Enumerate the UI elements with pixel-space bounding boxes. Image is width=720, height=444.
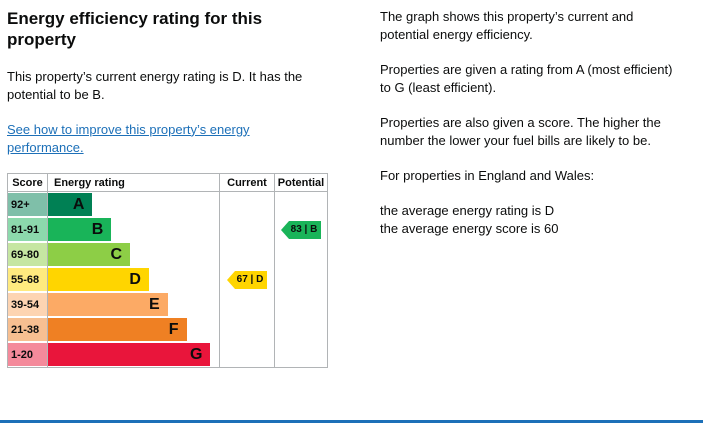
current-cell <box>220 342 275 368</box>
potential-cell <box>275 192 327 217</box>
current-marker-arrow-icon <box>226 270 235 289</box>
band-letter: E <box>149 295 160 313</box>
left-column: Energy efficiency rating for this proper… <box>7 8 337 369</box>
band-bar-cell: C <box>48 242 220 268</box>
band-bar-f: F <box>48 318 187 342</box>
potential-cell: 83 | B <box>275 217 327 242</box>
potential-marker-arrow-icon <box>280 220 289 239</box>
band-letter: D <box>129 270 141 288</box>
england-wales-intro: For properties in England and Wales: <box>380 167 595 183</box>
improve-performance-link[interactable]: See how to improve this property’s energ… <box>7 121 250 156</box>
band-bar-c: C <box>48 243 131 267</box>
header-potential: Potential <box>277 176 325 189</box>
band-bar-e: E <box>48 293 168 317</box>
band-bar-d: D <box>48 268 149 292</box>
band-score-cell: 55-68 <box>8 267 48 293</box>
header-score: Score <box>8 174 48 192</box>
band-score-cell: 21-38 <box>8 317 48 343</box>
potential-cell <box>275 317 327 342</box>
band-score-label: 92+ <box>8 193 47 217</box>
epc-chart: Score Energy rating Current Potential 92… <box>7 173 328 369</box>
epc-band-row-f: 21-38 F <box>8 317 327 343</box>
band-bar-cell: D <box>48 267 220 293</box>
band-score-label: 21-38 <box>8 318 47 342</box>
band-bar-g: G <box>48 343 211 367</box>
potential-marker: 83 | B <box>280 220 322 239</box>
band-letter: G <box>189 345 203 363</box>
band-bar-cell: E <box>48 292 220 318</box>
band-score-label: 81-91 <box>8 218 47 242</box>
band-score-label: 55-68 <box>8 268 47 292</box>
current-cell <box>220 217 275 243</box>
band-score-label: 39-54 <box>8 293 47 317</box>
rating-summary-text: This property’s current energy rating is… <box>7 68 303 102</box>
current-cell <box>220 292 275 318</box>
band-score-cell: 39-54 <box>8 292 48 318</box>
band-bar-cell: A <box>48 192 220 218</box>
current-cell <box>220 192 275 218</box>
epc-band-row-b: 81-91 B 83 | B <box>8 217 327 243</box>
epc-band-row-g: 1-20 G <box>8 342 327 368</box>
band-letter: C <box>110 245 123 263</box>
band-score-cell: 1-20 <box>8 342 48 368</box>
epc-band-row-e: 39-54 E <box>8 292 327 318</box>
epc-band-row-d: 55-68 D 67 | D <box>8 267 327 293</box>
band-score-label: 69-80 <box>8 243 47 267</box>
potential-cell <box>275 342 327 367</box>
current-cell <box>220 242 275 268</box>
band-letter: B <box>91 220 104 238</box>
potential-cell <box>275 242 327 267</box>
section-divider <box>0 420 703 423</box>
potential-cell <box>275 292 327 317</box>
score-description: Properties are also given a score. The h… <box>380 114 661 148</box>
chart-header-row: Score Energy rating Current Potential <box>8 174 327 193</box>
current-marker-label: 67 | D <box>234 270 268 289</box>
graph-description: The graph shows this property’s current … <box>380 9 634 42</box>
current-marker: 67 | D <box>226 270 268 289</box>
header-current: Current <box>220 174 275 192</box>
band-score-cell: 69-80 <box>8 242 48 268</box>
epc-band-row-c: 69-80 C <box>8 242 327 268</box>
averages-block: the average energy rating is D the avera… <box>380 202 680 238</box>
band-bar-cell: B <box>48 217 220 243</box>
page-title: Energy efficiency rating for this proper… <box>7 9 263 50</box>
band-bar-cell: F <box>48 317 220 343</box>
current-cell <box>220 317 275 343</box>
band-bar-cell: G <box>48 342 220 368</box>
current-cell: 67 | D <box>220 267 275 293</box>
potential-marker-label: 83 | B <box>288 220 322 239</box>
epc-rows: 92+ A 81-91 B 83 | B 69-80 C 55-68 D 67 | D 39-54 E… <box>8 192 327 368</box>
average-rating-text: the average energy rating is D <box>380 202 555 218</box>
potential-cell <box>275 267 327 292</box>
band-letter: F <box>168 320 179 338</box>
band-bar-b: B <box>48 218 112 242</box>
band-score-label: 1-20 <box>8 343 47 367</box>
header-energy-rating: Energy rating <box>48 174 220 192</box>
band-score-cell: 92+ <box>8 192 48 218</box>
rating-scale-description: Properties are given a rating from A (mo… <box>380 61 673 95</box>
right-column: The graph shows this property’s current … <box>380 8 680 254</box>
band-letter: A <box>72 195 85 213</box>
average-score-text: the average energy score is 60 <box>380 220 559 236</box>
epc-band-row-a: 92+ A <box>8 192 327 218</box>
band-score-cell: 81-91 <box>8 217 48 243</box>
band-bar-a: A <box>48 193 93 217</box>
